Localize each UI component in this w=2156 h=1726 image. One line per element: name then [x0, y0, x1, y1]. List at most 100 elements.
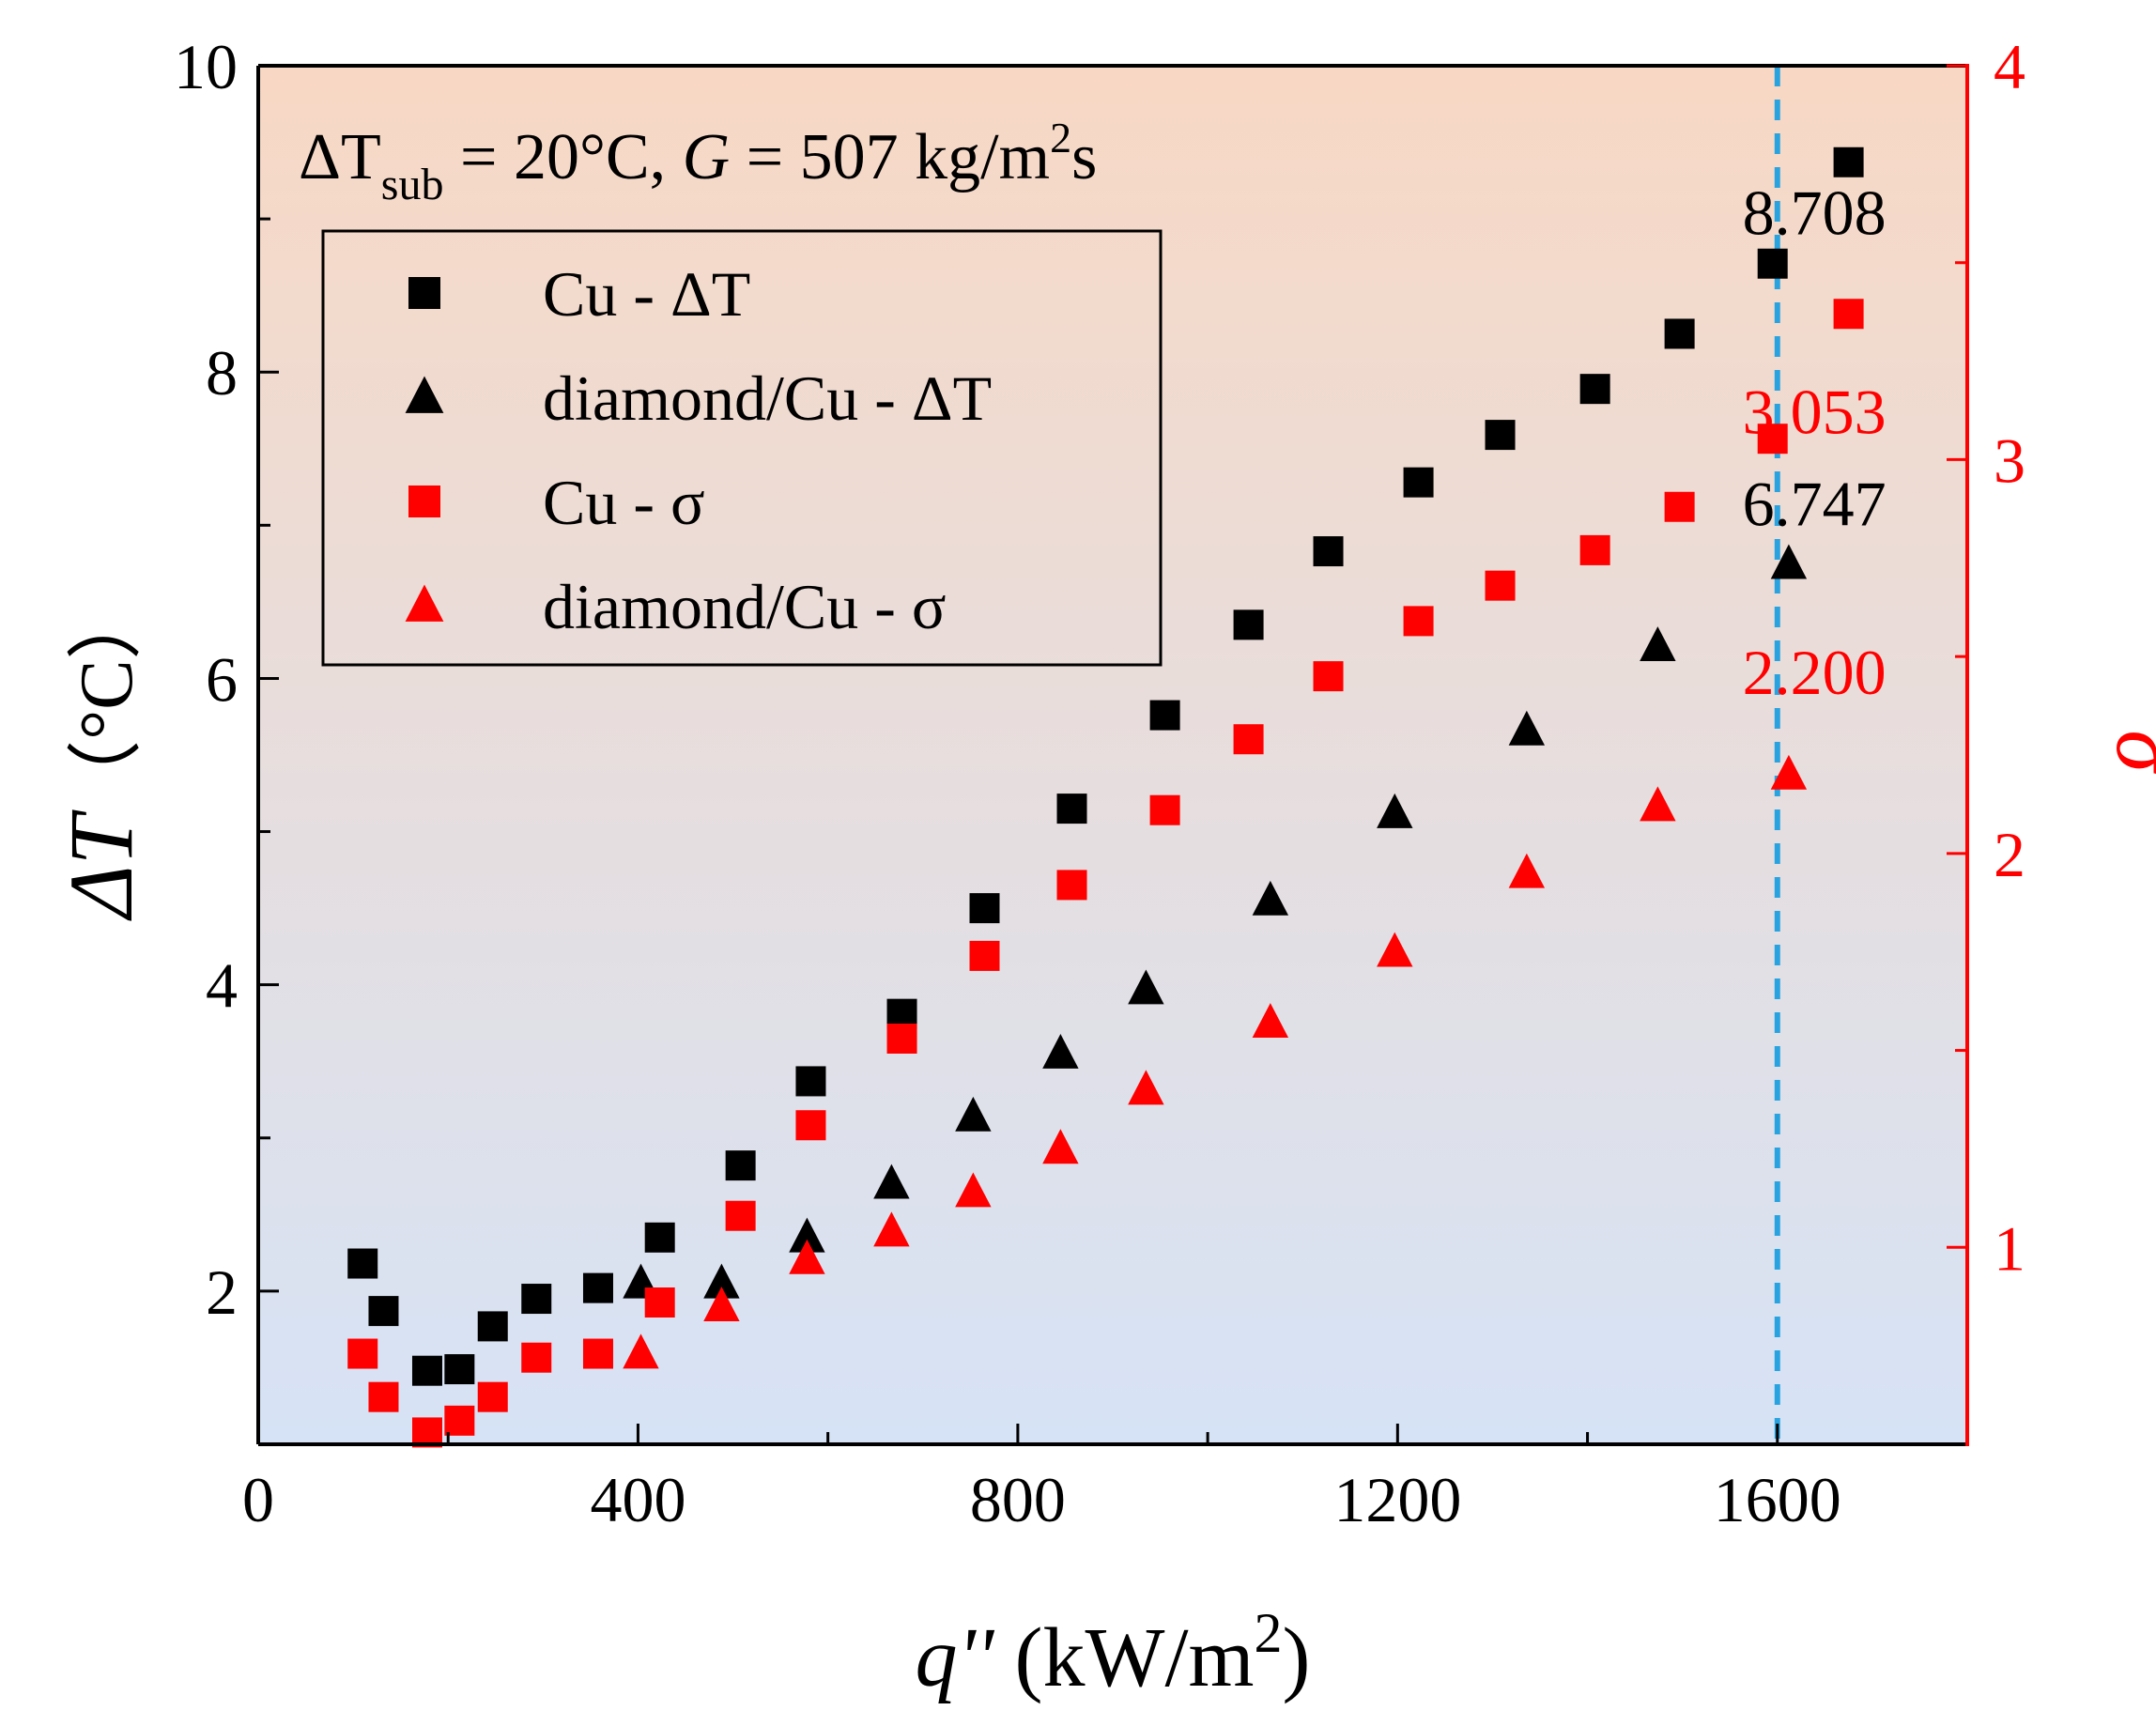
value-annotations: 8.708 3.053 6.747 2.200 [1743, 177, 1886, 707]
data-point-s2-14 [1233, 724, 1264, 755]
data-point-s1-11 [1770, 544, 1808, 579]
data-point-s2-11 [969, 940, 1000, 971]
data-point-s1-6 [1128, 969, 1164, 1005]
data-point-s2-15 [1313, 661, 1344, 692]
y-left-tick-label: 8 [206, 337, 238, 408]
x-tick-label: 800 [970, 1464, 1066, 1535]
data-point-s0-5 [521, 1284, 552, 1315]
data-point-s1-10 [1640, 626, 1676, 662]
data-point-s2-12 [1056, 870, 1087, 901]
legend-marker-1 [405, 376, 444, 413]
data-point-s3-1 [703, 1287, 740, 1322]
annotation-1: 3.053 [1743, 376, 1886, 447]
legend-label-3: diamond/Cu - σ [543, 571, 947, 642]
data-point-s3-5 [1042, 1129, 1079, 1164]
data-point-s3-8 [1377, 932, 1413, 967]
data-point-s2-0 [347, 1338, 378, 1369]
y-left-tick-label: 2 [206, 1256, 238, 1328]
data-point-s2-10 [886, 1023, 917, 1054]
data-point-s0-18 [1579, 374, 1610, 405]
data-point-s2-21 [1833, 299, 1864, 330]
data-point-s0-8 [725, 1150, 756, 1181]
data-point-s3-9 [1508, 853, 1546, 888]
data-point-s0-13 [1149, 700, 1180, 731]
y-right-tick-label: 2 [1994, 819, 2025, 890]
data-point-s0-16 [1403, 467, 1434, 498]
data-point-s1-9 [1508, 710, 1546, 746]
annotation-3: 2.200 [1743, 637, 1886, 708]
data-point-s2-9 [795, 1110, 826, 1141]
data-point-s2-16 [1403, 606, 1434, 637]
data-point-s3-4 [955, 1172, 992, 1208]
y-left-tick-label: 6 [206, 643, 238, 715]
data-point-s0-19 [1664, 318, 1695, 349]
data-point-s3-10 [1640, 786, 1676, 822]
data-point-s1-2 [789, 1217, 825, 1253]
legend-marker-2 [408, 485, 440, 517]
y-left-tick-label: 10 [174, 31, 238, 102]
data-point-s0-6 [582, 1272, 613, 1303]
data-point-s2-18 [1579, 534, 1610, 565]
data-point-s2-7 [644, 1287, 675, 1318]
data-point-s2-4 [477, 1381, 508, 1412]
data-point-s1-5 [1042, 1033, 1079, 1069]
data-point-s0-0 [347, 1248, 378, 1279]
data-point-s0-4 [477, 1311, 508, 1342]
data-point-s0-20 [1757, 248, 1788, 279]
legend-marker-3 [405, 584, 444, 622]
data-point-s2-13 [1149, 794, 1180, 825]
legend-label-0: Cu - ΔT [543, 258, 750, 330]
legend-label-1: diamond/Cu - ΔT [543, 362, 992, 434]
x-tick-label: 0 [242, 1464, 274, 1535]
y-left-tick-label: 4 [206, 950, 238, 1022]
data-point-s3-7 [1252, 1003, 1289, 1039]
data-point-s0-9 [795, 1066, 826, 1097]
data-point-s1-1 [703, 1263, 740, 1299]
data-point-s2-1 [368, 1381, 399, 1412]
left-axis-title: ΔT（°C） [51, 584, 151, 921]
y-right-tick-label: 1 [1994, 1212, 2025, 1284]
legend-box [321, 229, 1163, 667]
data-point-s0-7 [644, 1222, 675, 1253]
data-point-s0-2 [411, 1355, 442, 1386]
data-point-s2-19 [1664, 491, 1695, 522]
legend-label-2: Cu - σ [543, 467, 705, 538]
annotation-0: 8.708 [1743, 177, 1886, 248]
x-tick-label: 1200 [1333, 1464, 1461, 1535]
data-point-s1-4 [955, 1096, 992, 1132]
x-axis-ticks: 0 400 800 1200 1600 [242, 1424, 1841, 1535]
data-point-s3-6 [1128, 1070, 1164, 1105]
data-point-s3-2 [789, 1239, 825, 1274]
data-point-s3-3 [873, 1211, 910, 1247]
annotation-2: 6.747 [1743, 468, 1886, 539]
right-axis-title: σ [2099, 730, 2156, 776]
y-right-tick-label: 4 [1994, 31, 2025, 102]
x-axis-title: q'' (kW/m2) [916, 1602, 1311, 1704]
data-point-s0-11 [969, 893, 1000, 924]
data-point-s2-5 [521, 1342, 552, 1373]
data-point-s2-20 [1757, 424, 1788, 455]
data-point-s1-3 [873, 1164, 910, 1199]
x-tick-label: 1600 [1714, 1464, 1841, 1535]
plot-background [258, 66, 1967, 1444]
data-point-s0-17 [1485, 420, 1516, 451]
data-point-s0-21 [1833, 146, 1864, 177]
data-point-s1-8 [1377, 793, 1413, 828]
data-point-s0-14 [1233, 609, 1264, 640]
data-point-s2-8 [725, 1200, 756, 1231]
data-point-s3-0 [623, 1333, 659, 1369]
data-point-s0-1 [368, 1296, 399, 1327]
data-point-s2-6 [582, 1338, 613, 1369]
data-point-s3-11 [1770, 754, 1808, 790]
right-axis-ticks: 1 2 3 4 [1947, 31, 2025, 1284]
data-point-s2-17 [1485, 570, 1516, 601]
y-right-tick-label: 3 [1994, 424, 2025, 496]
data-point-s1-7 [1252, 880, 1289, 916]
data-markers [347, 146, 1864, 1448]
data-point-s2-3 [444, 1405, 475, 1436]
legend-marker-0 [408, 277, 440, 309]
data-point-s0-12 [1056, 794, 1087, 824]
legend: Cu - ΔT diamond/Cu - ΔT Cu - σ diamond/Cu -… [321, 229, 1163, 667]
data-point-s0-3 [444, 1354, 475, 1385]
